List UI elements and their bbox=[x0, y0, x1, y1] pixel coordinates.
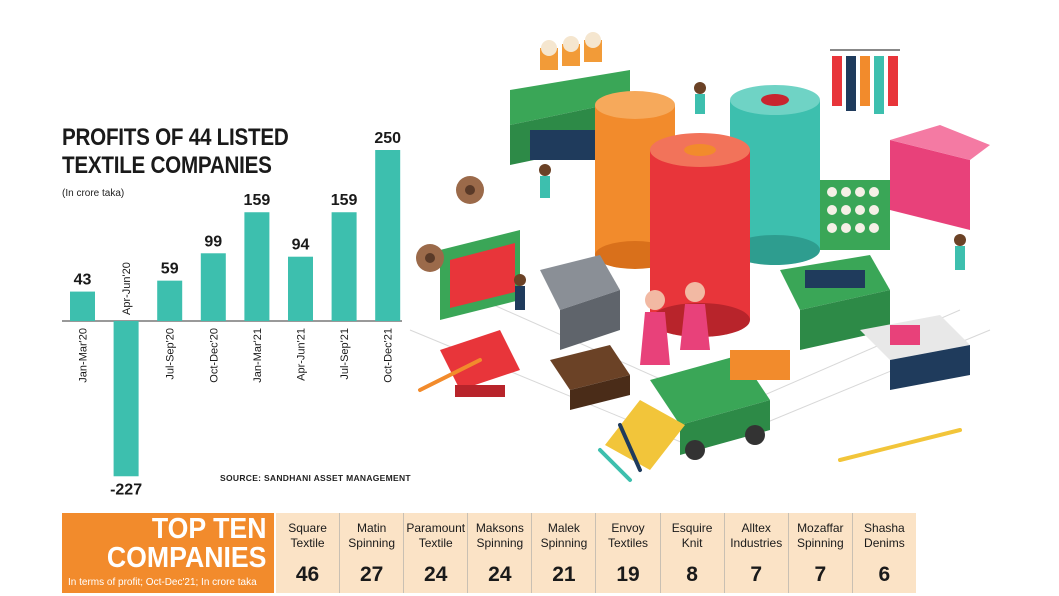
bar-value-label-0: 43 bbox=[74, 272, 92, 289]
fabric-block bbox=[550, 345, 630, 410]
bar-0 bbox=[70, 291, 95, 321]
company-profit-value: 7 bbox=[750, 563, 763, 586]
company-name-line1: Envoy bbox=[611, 521, 645, 535]
company-name: Paramount Textile bbox=[404, 521, 467, 551]
company-profit-value: 24 bbox=[488, 563, 512, 586]
cotton-harvester bbox=[605, 350, 790, 470]
top-ten-strip: TOP TEN COMPANIES In terms of profit; Oc… bbox=[62, 513, 916, 593]
bar-1 bbox=[113, 321, 139, 477]
bar-value-label-5: 94 bbox=[292, 237, 310, 254]
company-name-line2: Textile bbox=[290, 536, 325, 550]
company-name-line2: Spinning bbox=[540, 536, 588, 550]
loom-machine bbox=[416, 176, 520, 320]
category-label-1: Apr-Jun'20 bbox=[121, 262, 133, 315]
company-name-line1: Mozaffar bbox=[797, 521, 844, 535]
top-ten-company-list: Square Textile 46 Matin Spinning 27 Paramount T… bbox=[276, 513, 916, 593]
company-name-line2: Spinning bbox=[476, 536, 524, 550]
clothing-rack bbox=[830, 49, 900, 114]
company-cell-0: Square Textile 46 bbox=[276, 513, 339, 593]
top-ten-heading-box: TOP TEN COMPANIES In terms of profit; Oc… bbox=[62, 513, 274, 593]
company-name-line2: Textiles bbox=[608, 536, 649, 550]
reel-machine bbox=[440, 330, 520, 397]
category-label-0: Jan-Mar'20 bbox=[78, 328, 90, 383]
textile-factory-illustration bbox=[409, 32, 991, 482]
bar-value-label-2: 59 bbox=[161, 261, 179, 278]
category-label-6: Jul-Sep'21 bbox=[339, 328, 351, 380]
company-name-line2: Knit bbox=[681, 536, 703, 550]
company-cell-2: Paramount Textile 24 bbox=[403, 513, 467, 593]
category-label-7: Oct-Dec'21 bbox=[383, 328, 395, 383]
bar-6 bbox=[331, 212, 357, 321]
spool-rack bbox=[820, 180, 890, 250]
company-profit-value: 8 bbox=[686, 563, 698, 586]
company-name-line2: Industries bbox=[730, 536, 783, 550]
bar-value-label-3: 99 bbox=[204, 233, 222, 250]
company-name-line2: Textile bbox=[418, 536, 453, 550]
company-profit-value: 27 bbox=[359, 563, 384, 586]
bar-value-label-4: 159 bbox=[244, 192, 271, 209]
bar-7 bbox=[375, 150, 401, 321]
company-name: Mozaffar Spinning bbox=[789, 521, 852, 551]
company-name-line2: Spinning bbox=[796, 536, 844, 550]
company-cell-6: Esquire Knit 8 bbox=[659, 513, 724, 593]
company-name: Malek Spinning bbox=[532, 521, 595, 551]
company-cell-5: Envoy Textiles 19 bbox=[595, 513, 659, 593]
company-name-line1: Malek bbox=[547, 521, 580, 535]
bar-value-label-7: 250 bbox=[374, 130, 401, 147]
top-ten-heading-line2: COMPANIES bbox=[106, 542, 266, 574]
mannequins bbox=[640, 282, 710, 365]
bar-3 bbox=[200, 253, 226, 321]
category-label-5: Apr-Jun'21 bbox=[296, 328, 308, 381]
company-cell-3: Maksons Spinning 24 bbox=[467, 513, 531, 593]
company-profit-value: 46 bbox=[295, 563, 320, 586]
company-profit-value: 19 bbox=[616, 563, 640, 586]
top-ten-heading: TOP TEN COMPANIES bbox=[106, 515, 266, 573]
company-cell-9: Shasha Denims 6 bbox=[851, 513, 916, 593]
company-name: Matin Spinning bbox=[340, 521, 403, 551]
company-cell-7: Alltex Industries 7 bbox=[723, 513, 788, 593]
bar-value-label-6: 159 bbox=[331, 192, 358, 209]
company-name-line1: Maksons bbox=[475, 521, 524, 535]
workers bbox=[514, 82, 966, 310]
top-ten-heading-line1: TOP TEN bbox=[151, 513, 266, 545]
chart-title: PROFITS OF 44 LISTED TEXTILE COMPANIES bbox=[62, 124, 289, 179]
bar-4 bbox=[244, 212, 270, 321]
company-name-line2: Spinning bbox=[348, 536, 395, 550]
company-name-line2: Denims bbox=[864, 536, 905, 550]
roller-machine bbox=[540, 255, 620, 350]
profits-bar-chart: 43 Jan-Mar'20 -227 Apr-Jun'20 59 Jul-Sep'20 99… bbox=[62, 130, 402, 498]
company-name: Shasha Denims bbox=[853, 521, 916, 551]
company-name: Alltex Industries bbox=[725, 521, 788, 551]
company-name: Maksons Spinning bbox=[468, 521, 531, 551]
company-profit-value: 6 bbox=[878, 563, 891, 586]
category-label-2: Jul-Sep'20 bbox=[165, 328, 177, 380]
company-name-line1: Paramount bbox=[406, 521, 466, 535]
company-profit-value: 24 bbox=[424, 563, 448, 586]
spinning-machine bbox=[510, 32, 630, 165]
bar-2 bbox=[157, 280, 183, 321]
pencils bbox=[418, 358, 962, 482]
source-note: SOURCE: SANDHANI ASSET MANAGEMENT bbox=[220, 473, 411, 483]
top-ten-subheading: In terms of profit; Oct-Dec'21; In crore… bbox=[68, 577, 257, 588]
company-name-line1: Shasha bbox=[864, 521, 905, 535]
company-name: Envoy Textiles bbox=[596, 521, 659, 551]
company-name-line1: Square bbox=[288, 521, 327, 535]
company-name-line1: Alltex bbox=[741, 521, 771, 535]
category-label-3: Oct-Dec'20 bbox=[208, 328, 220, 383]
bar-5 bbox=[288, 256, 313, 321]
company-cell-4: Malek Spinning 21 bbox=[531, 513, 595, 593]
category-label-4: Jan-Mar'21 bbox=[252, 328, 264, 383]
chart-subtitle: (In crore taka) bbox=[62, 188, 125, 199]
sewing-table bbox=[860, 315, 970, 390]
company-cell-1: Matin Spinning 27 bbox=[339, 513, 403, 593]
company-name-line1: Matin bbox=[356, 521, 387, 535]
bar-value-label-1: -227 bbox=[110, 481, 142, 498]
company-profit-value: 21 bbox=[552, 563, 576, 586]
fabric-stack bbox=[890, 125, 990, 230]
company-cell-8: Mozaffar Spinning 7 bbox=[787, 513, 852, 593]
company-profit-value: 7 bbox=[814, 563, 827, 586]
company-name: Square Textile bbox=[276, 521, 339, 551]
company-name: Esquire Knit bbox=[661, 521, 724, 551]
company-name-line1: Esquire bbox=[671, 521, 713, 535]
